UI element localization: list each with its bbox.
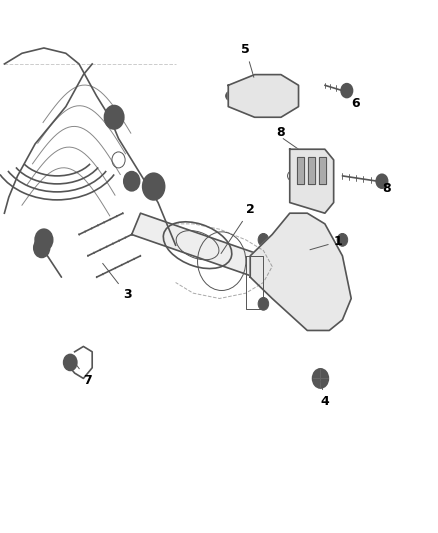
Circle shape (375, 174, 387, 188)
Text: 6: 6 (346, 91, 359, 110)
Text: 2: 2 (221, 203, 254, 254)
Text: 3: 3 (102, 263, 131, 302)
Bar (297, 157, 304, 184)
Text: 7: 7 (76, 365, 92, 387)
Circle shape (312, 369, 328, 388)
Polygon shape (131, 213, 263, 277)
Circle shape (142, 173, 164, 200)
Circle shape (316, 374, 324, 383)
Circle shape (124, 172, 139, 191)
Circle shape (336, 233, 347, 246)
Circle shape (339, 301, 344, 307)
Text: 1: 1 (309, 235, 342, 250)
Text: 5: 5 (241, 43, 253, 77)
Ellipse shape (225, 91, 235, 101)
Polygon shape (289, 149, 333, 213)
Circle shape (281, 92, 287, 100)
Ellipse shape (250, 89, 263, 102)
Circle shape (260, 301, 265, 307)
Text: 8: 8 (276, 126, 285, 139)
Circle shape (340, 84, 352, 98)
Polygon shape (228, 75, 298, 117)
Circle shape (339, 237, 344, 243)
Ellipse shape (267, 240, 328, 304)
Ellipse shape (244, 85, 268, 107)
Circle shape (34, 238, 49, 257)
Circle shape (35, 229, 53, 251)
Circle shape (258, 233, 268, 246)
Ellipse shape (279, 91, 289, 101)
Text: 4: 4 (320, 381, 328, 408)
Circle shape (336, 297, 347, 310)
Circle shape (64, 354, 77, 370)
Circle shape (227, 92, 233, 100)
Circle shape (104, 106, 124, 129)
Polygon shape (250, 213, 350, 330)
Circle shape (260, 237, 265, 243)
Bar (307, 157, 314, 184)
Text: 8: 8 (381, 182, 390, 195)
Circle shape (258, 297, 268, 310)
Bar (318, 157, 325, 184)
